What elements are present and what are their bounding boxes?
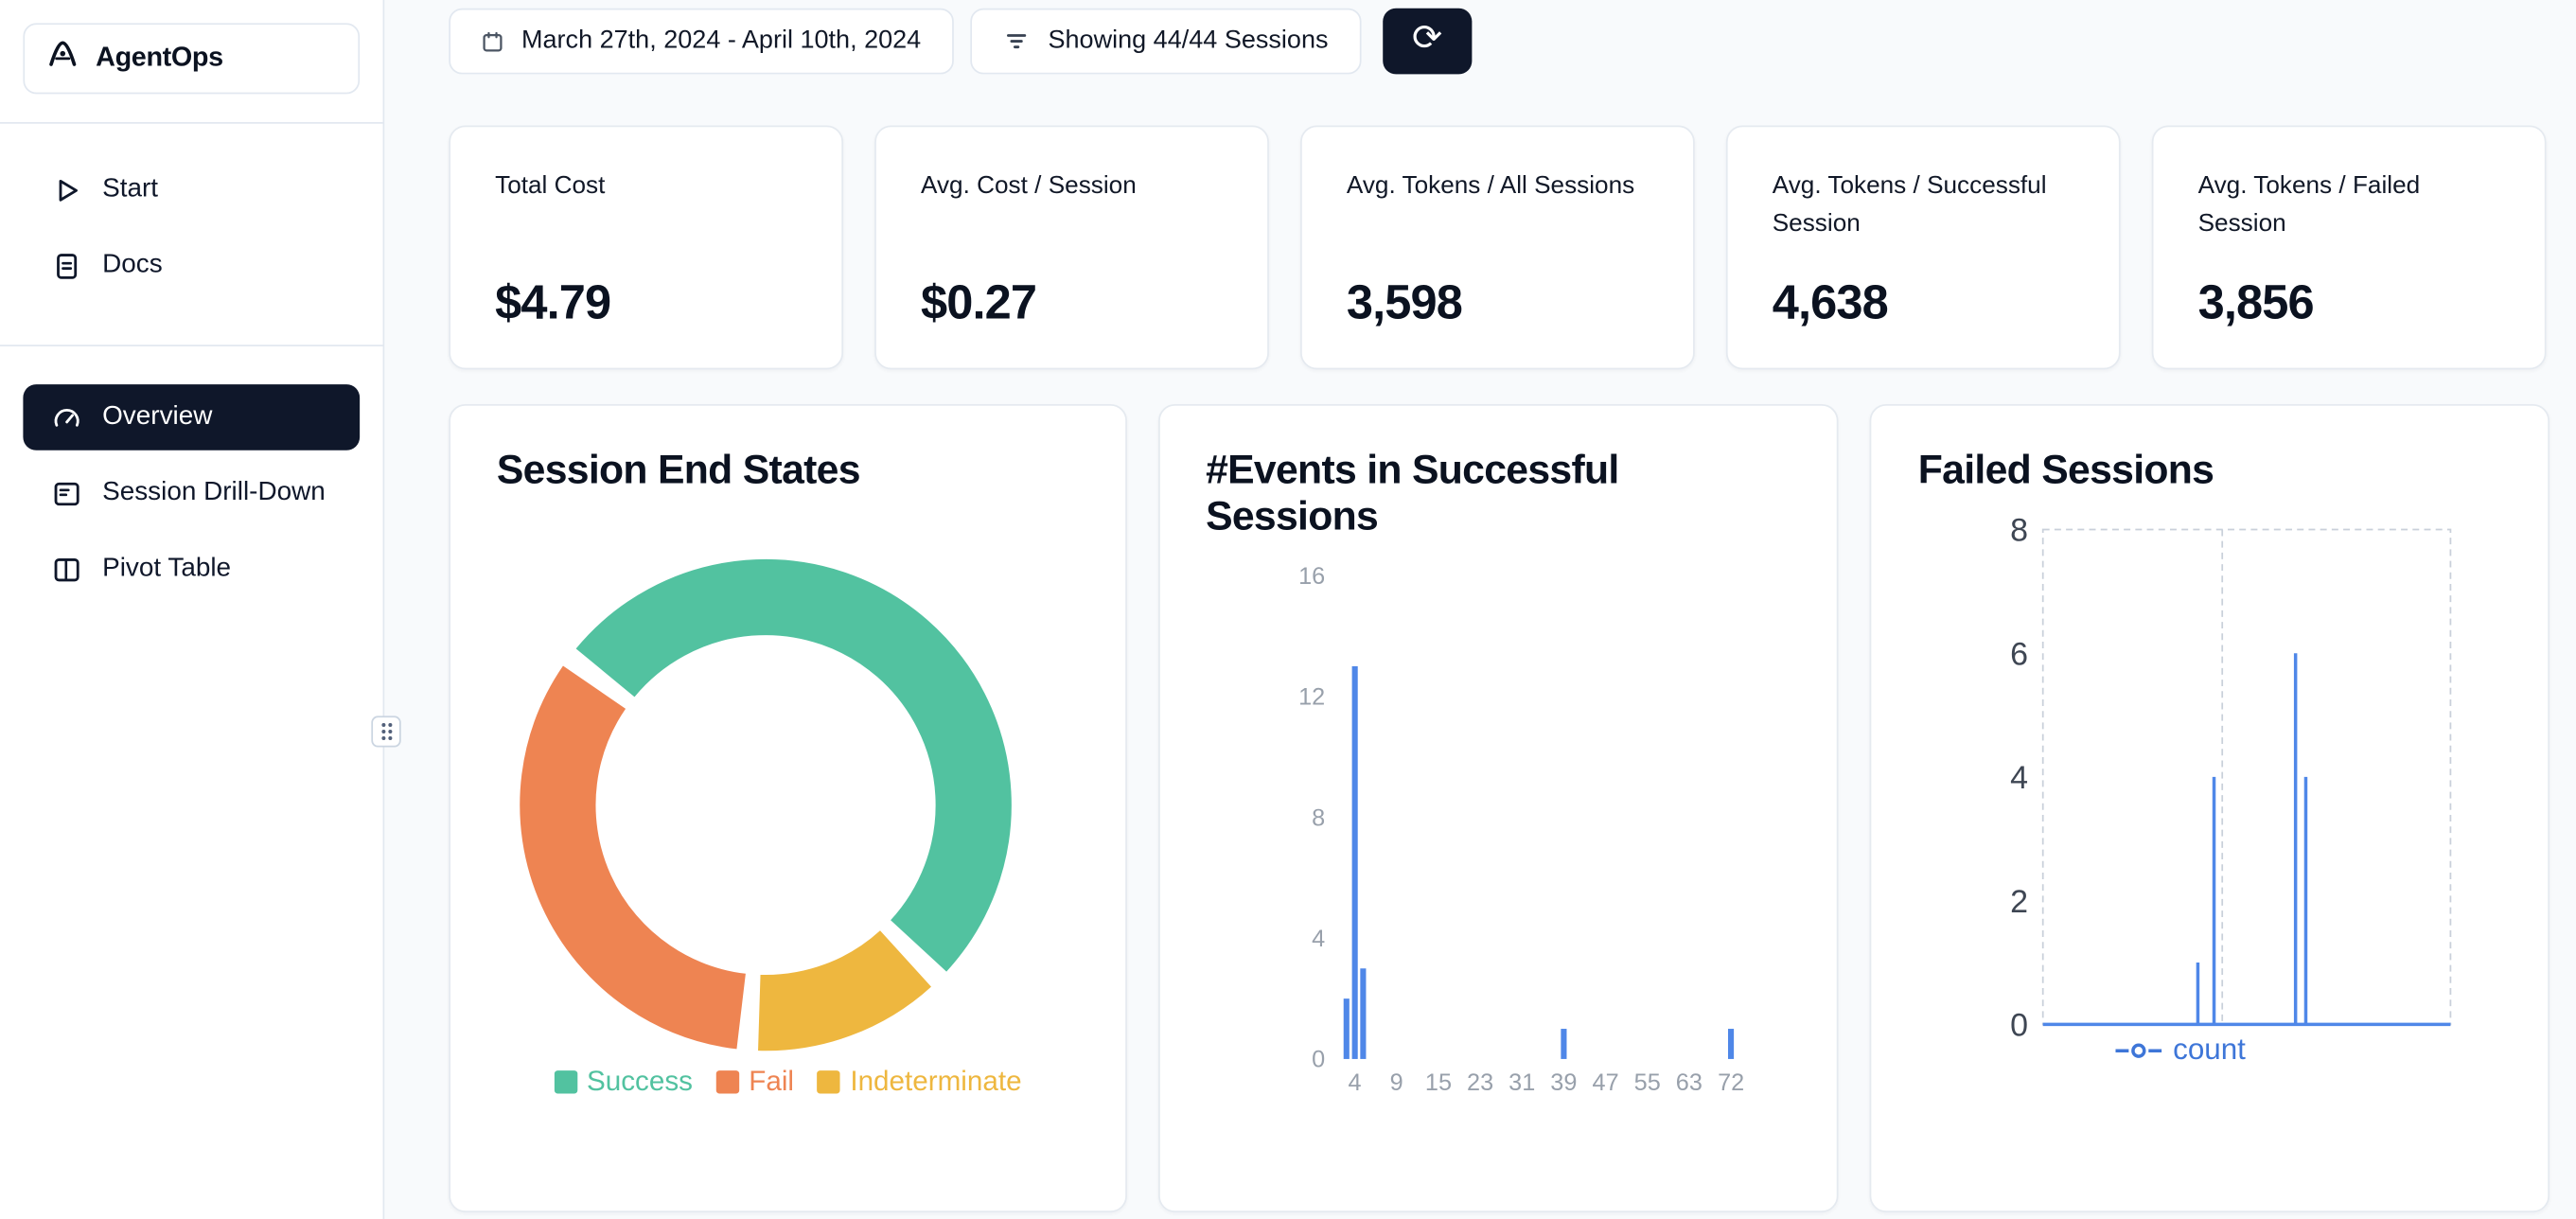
- failed-sessions-line-chart: 0 2 4 6 8: [2011, 513, 2452, 1044]
- sidebar-item-start[interactable]: Start: [23, 157, 360, 223]
- docs-icon: [49, 249, 82, 282]
- sidebar-item-label: Docs: [102, 250, 163, 279]
- donut-chart: [520, 558, 1012, 1051]
- legend-label: Indeterminate: [850, 1065, 1022, 1098]
- stat-label: Avg. Tokens / All Sessions: [1346, 171, 1635, 200]
- sessions-filter-button[interactable]: Showing 44/44 Sessions: [970, 8, 1362, 75]
- agentops-logo-icon: [44, 36, 80, 80]
- app-title: AgentOps: [96, 43, 223, 73]
- calendar-icon: [482, 30, 503, 52]
- svg-text:9: 9: [1389, 1069, 1403, 1096]
- filter-icon: [1003, 28, 1030, 55]
- svg-text:72: 72: [1718, 1069, 1744, 1096]
- stat-value: 3,598: [1346, 276, 1463, 330]
- failed-sessions-card: Failed Sessions 0 2 4 6 8 count: [1870, 404, 2550, 1213]
- svg-text:6: 6: [2011, 636, 2029, 672]
- sidebar: AgentOps Start Docs: [0, 0, 385, 1219]
- logo[interactable]: AgentOps: [23, 23, 361, 95]
- stat-value: $0.27: [920, 276, 1037, 330]
- date-range-button[interactable]: March 27th, 2024 - April 10th, 2024: [449, 8, 955, 75]
- svg-text:4: 4: [2011, 760, 2029, 796]
- stat-label: Total Cost: [495, 171, 606, 200]
- drill-down-icon: [49, 477, 82, 510]
- sidebar-item-label: Overview: [102, 402, 213, 431]
- svg-text:12: 12: [1298, 684, 1325, 711]
- line-chart-legend: count: [2043, 1033, 2317, 1068]
- svg-text:63: 63: [1675, 1069, 1702, 1096]
- stat-card-avg-tokens-all: Avg. Tokens / All Sessions 3,598: [1300, 125, 1695, 370]
- sidebar-item-overview[interactable]: Overview: [23, 384, 361, 450]
- chart-title: Session End States: [496, 449, 861, 494]
- date-range-label: March 27th, 2024 - April 10th, 2024: [521, 26, 922, 55]
- divider: [23, 309, 360, 335]
- stat-label: Avg. Tokens / Successful Session: [1772, 171, 2047, 238]
- stat-value: 3,856: [2197, 276, 2315, 330]
- svg-text:16: 16: [1298, 563, 1325, 590]
- svg-text:8: 8: [2011, 513, 2029, 549]
- sidebar-item-pivot-table[interactable]: Pivot Table: [23, 536, 360, 602]
- svg-text:8: 8: [1312, 804, 1325, 831]
- svg-text:4: 4: [1312, 926, 1325, 952]
- chart-title: Failed Sessions: [1917, 449, 2214, 494]
- stat-label: Avg. Cost / Session: [920, 171, 1137, 200]
- gauge-icon: [49, 401, 82, 434]
- topbar: March 27th, 2024 - April 10th, 2024 Show…: [449, 8, 2550, 75]
- legend-item-success: Success: [554, 1066, 693, 1099]
- events-in-successful-sessions-card: #Events in Successful Sessions 0 4 8 12 16 4 9…: [1157, 404, 1840, 1213]
- session-end-states-card: Session End States Success Fail Indeterm…: [449, 404, 1127, 1213]
- legend-swatch: [554, 1070, 577, 1094]
- legend-label: Success: [586, 1065, 693, 1098]
- svg-text:55: 55: [1633, 1069, 1660, 1096]
- sidebar-item-label: Session Drill-Down: [102, 478, 326, 507]
- pivot-table-icon: [49, 553, 82, 586]
- count-series-icon: [2115, 1042, 2161, 1058]
- svg-text:31: 31: [1509, 1069, 1535, 1096]
- svg-text:23: 23: [1466, 1069, 1492, 1096]
- stat-card-total-cost: Total Cost $4.79: [449, 125, 844, 370]
- svg-text:4: 4: [1348, 1069, 1361, 1096]
- svg-text:0: 0: [2011, 1008, 2029, 1044]
- sidebar-item-docs[interactable]: Docs: [23, 233, 360, 299]
- stats-row: Total Cost $4.79 Avg. Cost / Session $0.…: [449, 125, 2550, 370]
- divider: [0, 121, 383, 124]
- stat-card-avg-cost-session: Avg. Cost / Session $0.27: [874, 125, 1269, 370]
- grip-icon: [380, 723, 392, 740]
- stat-label: Avg. Tokens / Failed Session: [2197, 171, 2421, 238]
- svg-text:2: 2: [2011, 884, 2029, 920]
- svg-text:47: 47: [1592, 1069, 1618, 1096]
- stat-card-avg-tokens-successful: Avg. Tokens / Successful Session 4,638: [1725, 125, 2121, 370]
- svg-text:0: 0: [1312, 1047, 1325, 1073]
- sessions-filter-label: Showing 44/44 Sessions: [1048, 26, 1329, 55]
- sidebar-item-label: Start: [102, 174, 159, 203]
- svg-text:39: 39: [1550, 1069, 1577, 1096]
- sidebar-item-label: Pivot Table: [102, 554, 232, 583]
- legend-swatch: [715, 1070, 739, 1094]
- stat-value: $4.79: [495, 276, 611, 330]
- refresh-icon: ⟳: [1412, 18, 1443, 60]
- legend-item-fail: Fail: [715, 1066, 794, 1099]
- stat-card-avg-tokens-failed: Avg. Tokens / Failed Session 3,856: [2151, 125, 2547, 370]
- donut-legend: Success Fail Indeterminate: [450, 1066, 1125, 1099]
- legend-swatch: [817, 1070, 840, 1094]
- stat-value: 4,638: [1772, 276, 1889, 330]
- legend-item-indeterminate: Indeterminate: [817, 1065, 1022, 1099]
- legend-label: count: [2173, 1033, 2246, 1066]
- sidebar-resize-handle[interactable]: [371, 716, 401, 748]
- chart-title: #Events in Successful Sessions: [1206, 449, 1619, 540]
- play-icon: [49, 173, 82, 206]
- divider: [0, 344, 383, 347]
- legend-label: Fail: [749, 1065, 795, 1098]
- main-content: March 27th, 2024 - April 10th, 2024 Show…: [384, 0, 2576, 1219]
- sidebar-item-session-drill-down[interactable]: Session Drill-Down: [23, 460, 360, 526]
- charts-row: Session End States Success Fail Indeterm…: [449, 404, 2550, 1213]
- refresh-button[interactable]: ⟳: [1383, 8, 1473, 75]
- svg-text:15: 15: [1424, 1069, 1451, 1096]
